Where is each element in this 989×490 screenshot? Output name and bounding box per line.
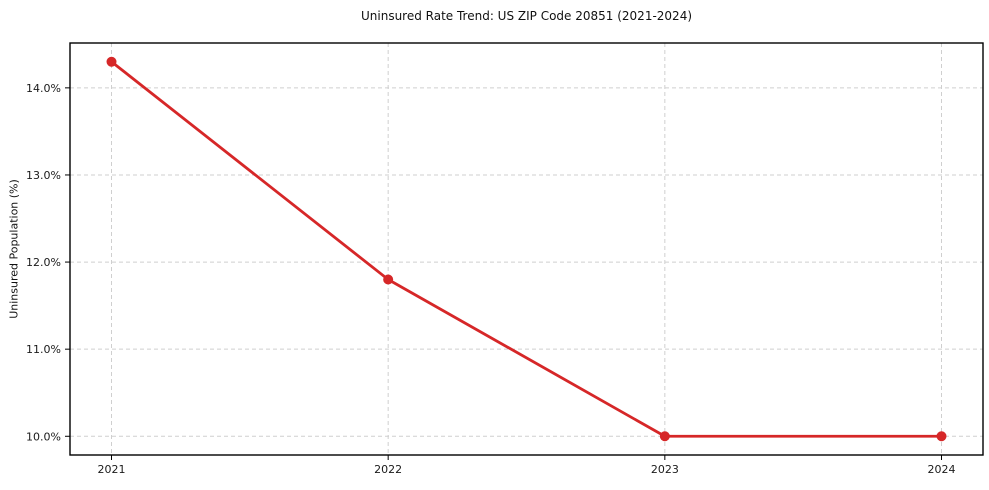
- data-point: [106, 56, 117, 67]
- data-point: [659, 431, 670, 442]
- trend-line: [110, 60, 943, 438]
- plot-border: [69, 42, 984, 456]
- y-tick-label: 13.0%: [26, 169, 61, 182]
- data-point: [383, 274, 394, 285]
- y-tick-label: 14.0%: [26, 82, 61, 95]
- y-tick-label: 11.0%: [26, 343, 61, 356]
- chart-title: Uninsured Rate Trend: US ZIP Code 20851 …: [360, 9, 693, 23]
- y-tick-label: 12.0%: [26, 256, 61, 269]
- x-tick-label: 2023: [651, 463, 679, 476]
- y-tick-label: 10.0%: [26, 430, 61, 443]
- data-point: [936, 431, 947, 442]
- x-tick-label: 2022: [374, 463, 402, 476]
- x-tick-label: 2024: [928, 463, 956, 476]
- x-tick-label: 2021: [98, 463, 126, 476]
